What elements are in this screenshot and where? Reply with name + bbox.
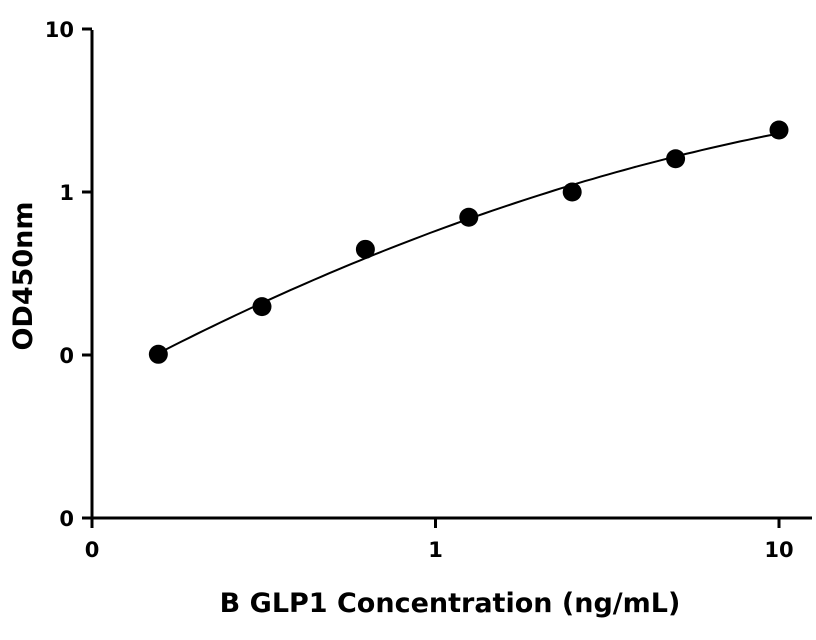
fit-curve: [157, 132, 780, 355]
x-axis-title: B GLP1 Concentration (ng/mL): [220, 588, 681, 619]
data-point-4: [562, 182, 582, 202]
data-point-2: [355, 239, 375, 259]
y-tick-label-2: 1: [59, 181, 74, 205]
x-tick-label-1: 1: [428, 538, 443, 562]
data-point-6: [769, 120, 789, 140]
y-axis-title: OD450nm: [8, 201, 39, 350]
y-tick-label-3: 10: [45, 18, 74, 42]
y-tick-label-1: 0: [59, 344, 74, 368]
data-point-0: [148, 344, 168, 364]
x-ticks: 0 1 10: [85, 518, 794, 562]
data-point-5: [666, 149, 686, 169]
data-points: [148, 120, 789, 364]
data-point-1: [252, 297, 272, 317]
y-ticks: 0 0 1 10: [45, 18, 92, 531]
y-tick-label-0: 0: [59, 507, 74, 531]
axes: [90, 30, 812, 520]
x-tick-label-0: 0: [85, 538, 100, 562]
x-tick-label-2: 10: [764, 538, 793, 562]
data-point-3: [459, 207, 479, 227]
